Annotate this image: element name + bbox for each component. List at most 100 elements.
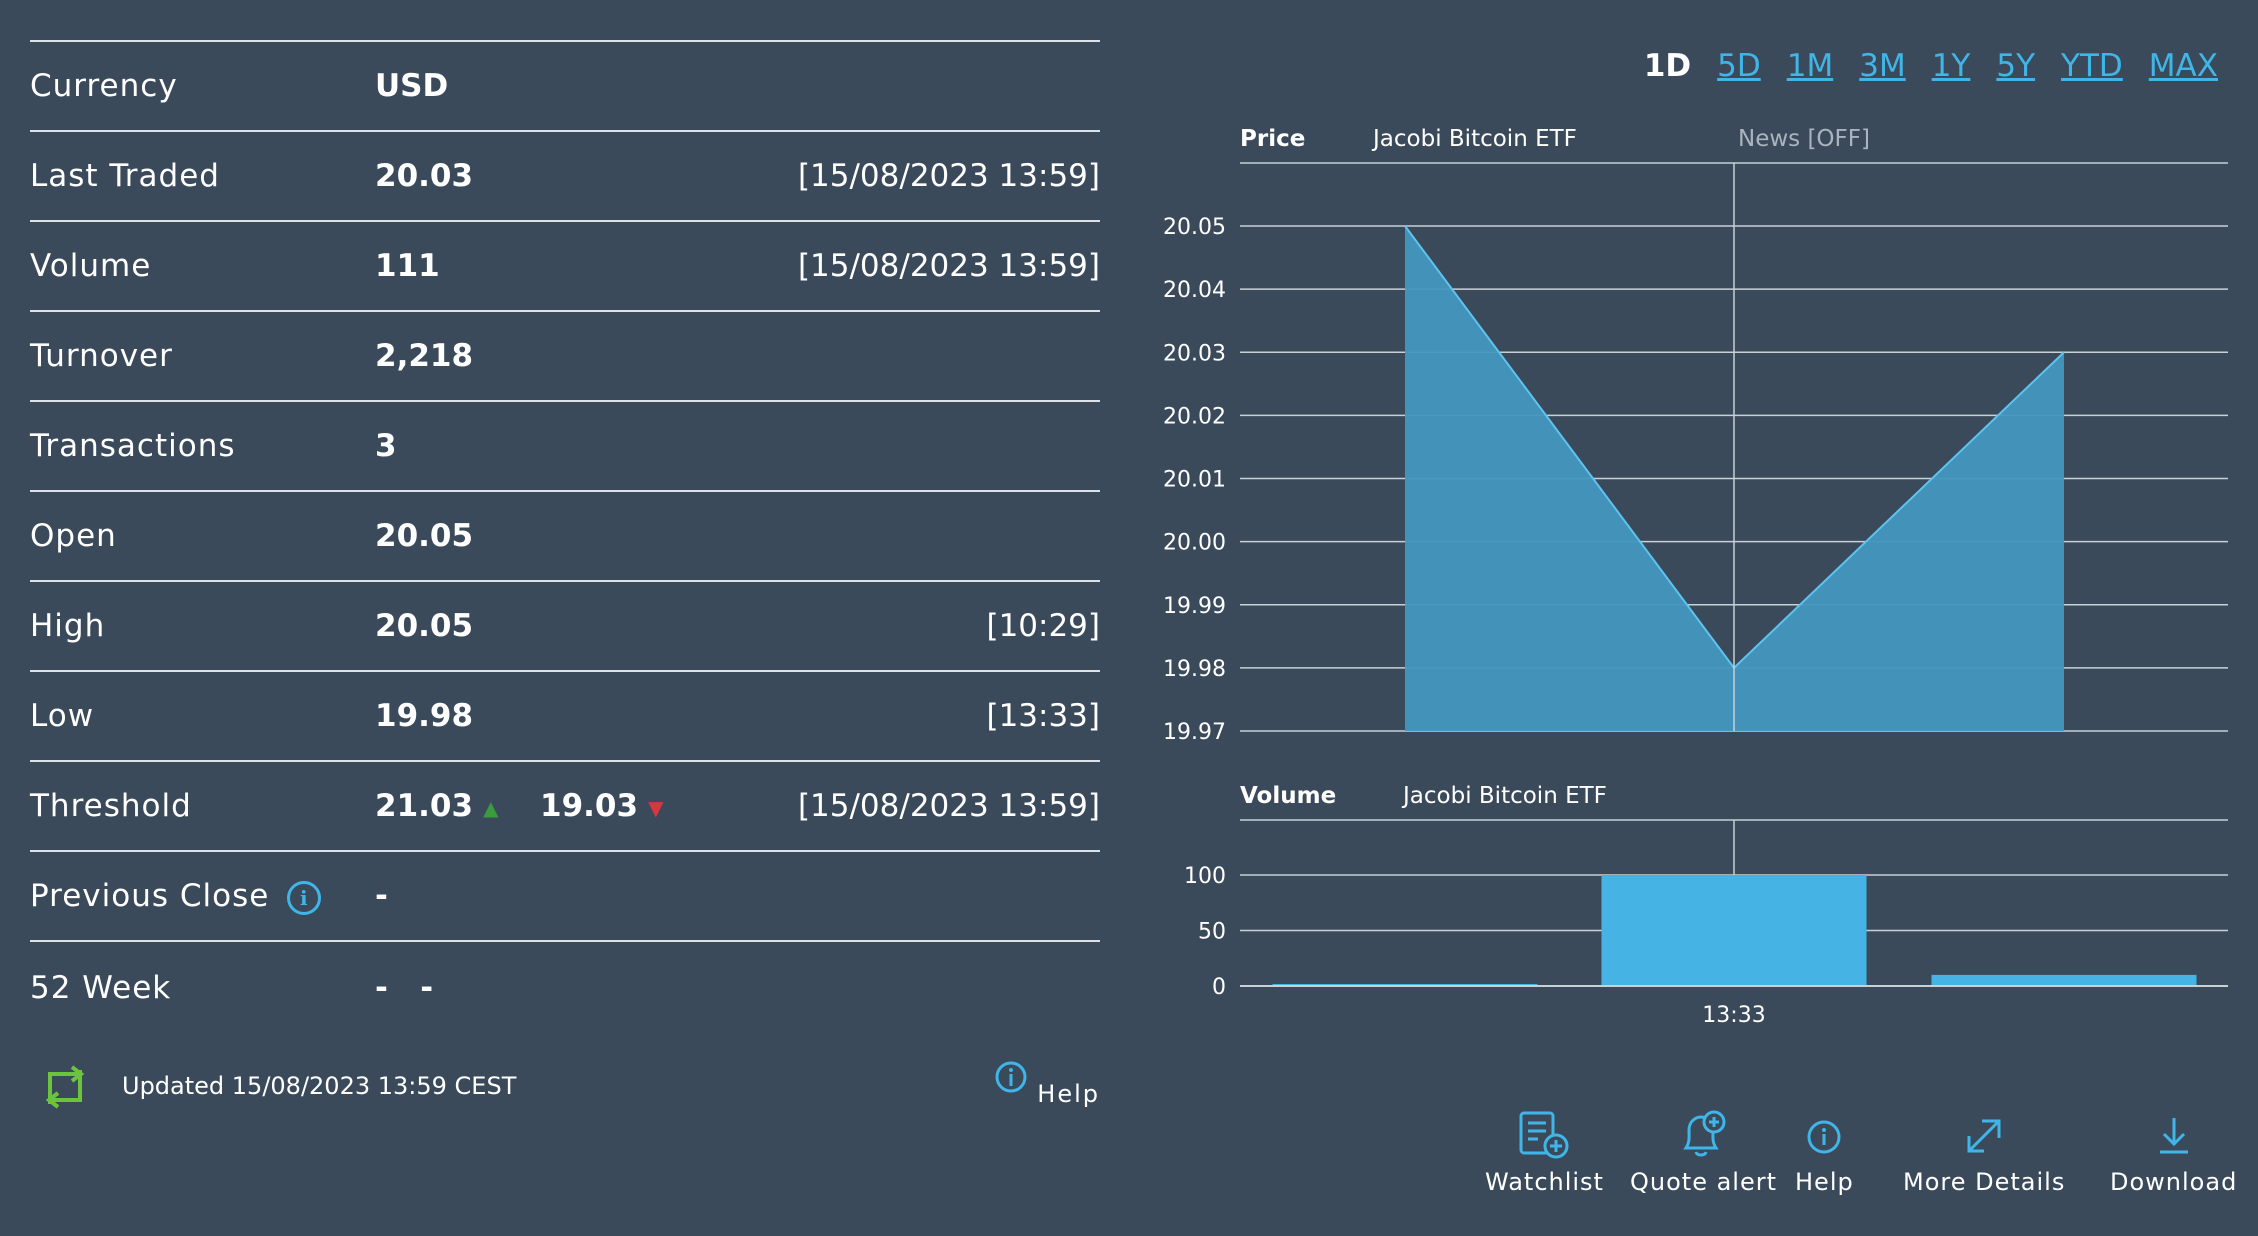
watchlist-icon [1519,1111,1569,1159]
help-label: Help [1037,1080,1100,1108]
row-value: 111 [375,248,440,284]
range-tab-1m[interactable]: 1M [1786,48,1834,84]
download-label: Download [2110,1168,2238,1196]
info-icon [1807,1120,1841,1154]
price-y-tick: 20.05 [1163,215,1226,240]
week52-high: - [420,970,434,1006]
price-y-tick: 19.97 [1163,720,1226,745]
week52-low: - [375,970,388,1006]
row-low: Low 19.98 [13:33] [30,670,1100,762]
row-threshold: Threshold 21.03 ▲ 19.03 ▼ [15/08/2023 13:5… [30,760,1100,850]
row-turnover: Turnover 2,218 [30,310,1100,400]
more-details-label: More Details [1903,1168,2066,1196]
price-y-tick: 20.02 [1163,404,1226,429]
row-value: 20.05 [375,608,474,644]
row-open: Open 20.05 [30,490,1100,580]
row-label: Previous Close i [30,852,322,940]
price-y-tick: 20.01 [1163,468,1226,493]
threshold-lower: 19.03 ▼ [540,762,663,852]
price-y-tick: 20.04 [1163,278,1226,303]
news-toggle[interactable]: News [OFF] [1738,126,1870,152]
price-chart-subtitle: Jacobi Bitcoin ETF [1371,126,1577,152]
row-value: 20.05 [375,518,474,554]
previous-close-label: Previous Close [30,878,270,914]
volume-y-tick: 0 [1212,975,1226,1000]
quote-alert-button[interactable]: Quote alert [1630,1110,1777,1196]
row-high: High 20.05 [10:29] [30,580,1100,670]
row-label: Low [30,698,95,734]
volume-bar [1601,875,1867,986]
quote-table: Currency USD Last Traded 20.03 [15/08/20… [30,40,1100,1038]
price-y-tick: 20.03 [1163,341,1226,366]
row-value: - - [375,942,433,1034]
volume-chart-title: Volume [1240,783,1336,809]
row-label: Turnover [30,338,173,374]
price-y-tick: 20.00 [1163,531,1226,556]
action-bar: Watchlist Quote alert Help More Details [1460,1110,2236,1210]
refresh-icon[interactable] [40,1064,90,1110]
watchlist-button[interactable]: Watchlist [1485,1110,1604,1196]
row-value: - [375,878,388,914]
row-timestamp: [15/08/2023 13:59] [797,788,1100,824]
threshold-upper-value: 21.03 [375,788,474,824]
row-volume: Volume 111 [15/08/2023 13:59] [30,220,1100,310]
range-tab-ytd[interactable]: YTD [2061,48,2123,84]
row-previous-close: Previous Close i - [30,850,1100,940]
range-tab-1d[interactable]: 1D [1643,48,1692,84]
price-area [1405,226,2064,731]
row-label: Transactions [30,428,236,464]
range-selector: 1D 5D 1M 3M 1Y 5Y YTD MAX [1644,48,2218,84]
row-label: 52 Week [30,970,172,1006]
row-value: 3 [375,428,397,464]
more-details-button[interactable]: More Details [1903,1110,2065,1196]
bell-icon [1682,1110,1725,1157]
row-timestamp: [10:29] [986,608,1100,644]
volume-x-tick: 13:33 [1702,1003,1765,1028]
row-label: High [30,608,106,644]
updated-timestamp: Updated 15/08/2023 13:59 CEST [122,1072,517,1100]
row-label: Open [30,518,117,554]
watchlist-label: Watchlist [1485,1168,1604,1196]
row-value: 19.98 [375,698,474,734]
price-y-tick: 19.99 [1163,594,1226,619]
download-icon [2159,1118,2188,1154]
threshold-lower-value: 19.03 [540,788,639,824]
row-52-week: 52 Week - - [30,940,1100,1038]
row-value: USD [375,68,449,104]
price-chart-title: Price [1240,126,1305,152]
help-action-button[interactable]: Help [1795,1110,1854,1196]
info-icon [995,1061,1027,1093]
footer-left: Updated 15/08/2023 13:59 CEST Help [40,1060,1100,1170]
row-label: Threshold [30,788,192,824]
volume-y-tick: 100 [1184,864,1226,889]
volume-bar [1931,974,2197,986]
row-last-traded: Last Traded 20.03 [15/08/2023 13:59] [30,130,1100,220]
quote-alert-label: Quote alert [1630,1168,1778,1196]
range-tab-max[interactable]: MAX [2148,48,2218,84]
row-value: 2,218 [375,338,474,374]
row-timestamp: [13:33] [986,698,1100,734]
range-tab-5y[interactable]: 5Y [1996,48,2036,84]
row-label: Last Traded [30,158,220,194]
download-button[interactable]: Download [2110,1110,2237,1196]
bull-icon: ▲ [483,795,499,820]
bear-icon: ▼ [648,795,664,820]
range-tab-5d[interactable]: 5D [1717,48,1761,84]
info-icon[interactable]: i [287,880,322,915]
row-label: Volume [30,248,152,284]
row-timestamp: [15/08/2023 13:59] [797,158,1100,194]
help-action-label: Help [1795,1168,1854,1196]
expand-icon [1967,1119,2001,1153]
volume-y-tick: 50 [1198,920,1226,945]
threshold-upper: 21.03 ▲ [375,762,498,852]
help-button[interactable]: Help [994,1060,1100,1108]
row-value: 20.03 [375,158,474,194]
row-timestamp: [15/08/2023 13:59] [797,248,1100,284]
range-tab-3m[interactable]: 3M [1859,48,1906,84]
row-currency: Currency USD [30,40,1100,130]
row-label: Currency [30,68,178,104]
price-y-tick: 19.98 [1163,657,1226,682]
range-tab-1y[interactable]: 1Y [1931,48,1971,84]
row-transactions: Transactions 3 [30,400,1100,490]
